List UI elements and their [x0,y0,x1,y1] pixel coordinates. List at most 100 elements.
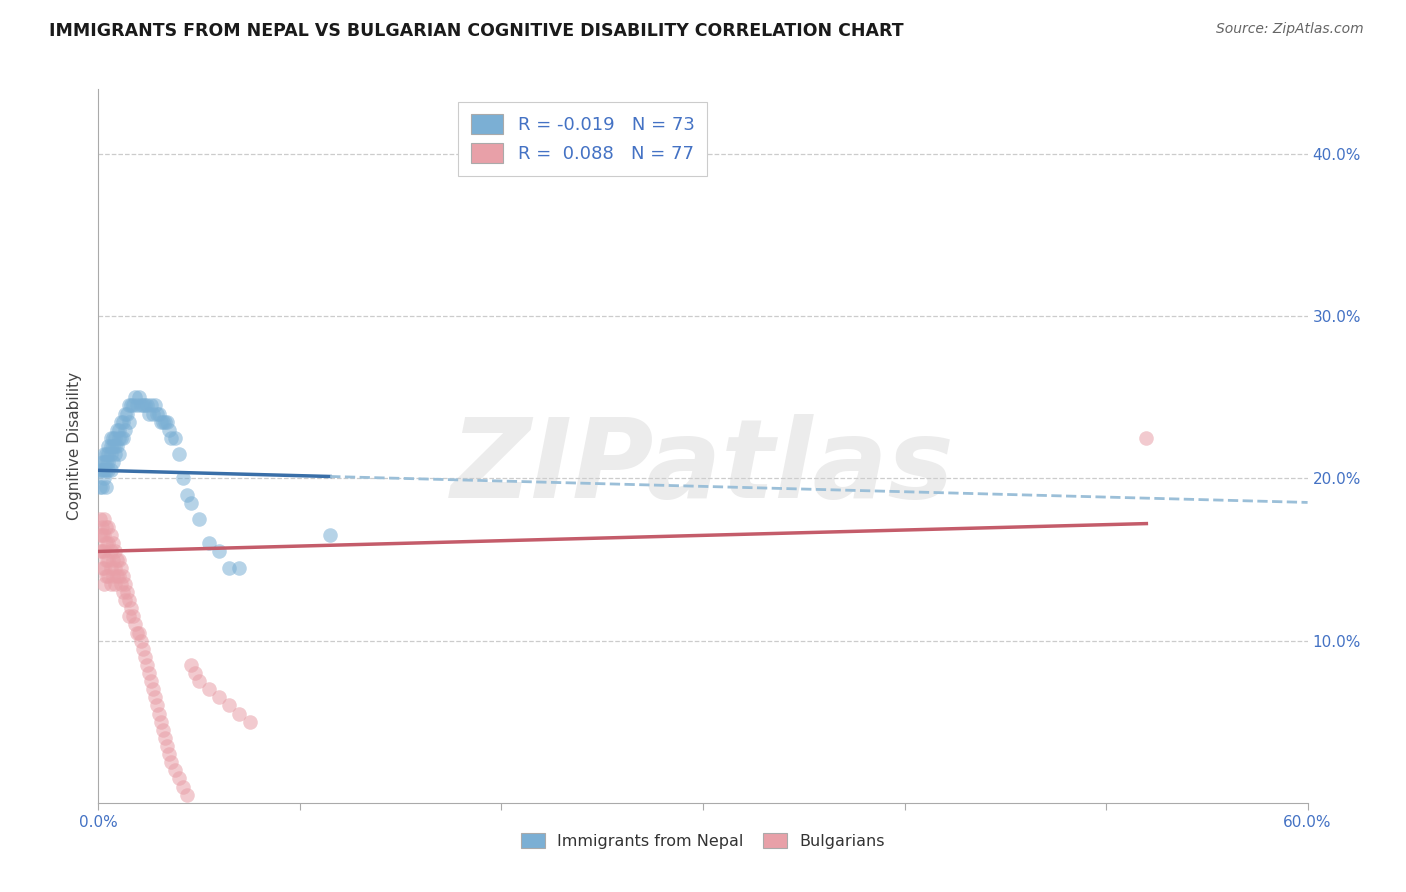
Point [118,415,141,429]
Point [124,617,146,632]
Point [96,552,118,566]
Point [149,714,172,729]
Point [110,577,132,591]
Point [110,415,132,429]
Point [121,609,143,624]
Point [160,431,183,445]
Point [142,682,165,697]
Point [103,447,125,461]
Point [89,463,111,477]
Point [176,488,198,502]
Point [115,407,138,421]
Point [172,471,194,485]
Point [105,568,128,582]
Point [118,399,141,413]
Point [120,399,142,413]
Point [91,455,114,469]
Point [93,512,115,526]
Point [184,666,207,681]
Point [172,780,194,794]
Point [93,455,115,469]
Point [114,577,136,591]
Point [111,415,134,429]
Point [146,407,169,421]
Point [228,706,250,721]
Point [93,544,115,558]
Point [91,560,114,574]
Point [91,544,114,558]
Point [115,585,138,599]
Point [198,536,221,550]
Point [97,455,120,469]
Point [180,657,202,672]
Point [105,439,128,453]
Point [120,601,142,615]
Point [100,560,122,574]
Point [208,544,231,558]
Point [93,447,115,461]
Point [97,520,120,534]
Point [100,544,122,558]
Point [129,633,152,648]
Point [105,423,128,437]
Point [101,439,124,453]
Point [139,399,162,413]
Point [107,431,129,445]
Point [93,577,115,591]
Point [97,536,120,550]
Point [153,415,176,429]
Point [114,423,136,437]
Point [142,407,165,421]
Y-axis label: Cognitive Disability: Cognitive Disability [67,372,83,520]
Point [96,536,118,550]
Point [91,528,114,542]
Point [100,431,122,445]
Point [198,682,221,697]
Point [93,471,115,485]
Point [103,431,125,445]
Point [96,479,118,493]
Point [101,568,124,582]
Text: Source: ZipAtlas.com: Source: ZipAtlas.com [1216,22,1364,37]
Point [96,455,118,469]
Point [100,439,122,453]
Point [188,674,211,689]
Point [101,431,124,445]
Point [103,577,125,591]
Point [100,447,122,461]
Point [152,415,174,429]
Point [100,528,122,542]
Legend: Immigrants from Nepal, Bulgarians: Immigrants from Nepal, Bulgarians [515,827,891,855]
Point [93,528,115,542]
Text: IMMIGRANTS FROM NEPAL VS BULGARIAN COGNITIVE DISABILITY CORRELATION CHART: IMMIGRANTS FROM NEPAL VS BULGARIAN COGNI… [49,22,904,40]
Point [143,399,166,413]
Point [167,447,190,461]
Point [96,520,118,534]
Point [100,577,122,591]
Point [135,657,157,672]
Point [156,739,179,753]
Point [149,415,172,429]
Point [125,625,148,640]
Point [188,512,211,526]
Point [101,455,124,469]
Point [128,390,150,404]
Point [132,399,155,413]
Point [146,698,169,713]
Point [167,772,190,786]
Point [128,625,150,640]
Point [105,552,128,566]
Point [134,399,156,413]
Point [89,512,111,526]
Point [148,407,170,421]
Point [114,407,136,421]
Point [228,560,250,574]
Point [218,698,240,713]
Point [1135,431,1157,445]
Point [91,479,114,493]
Point [176,788,198,802]
Point [157,423,180,437]
Point [138,407,160,421]
Point [93,560,115,574]
Point [134,649,156,664]
